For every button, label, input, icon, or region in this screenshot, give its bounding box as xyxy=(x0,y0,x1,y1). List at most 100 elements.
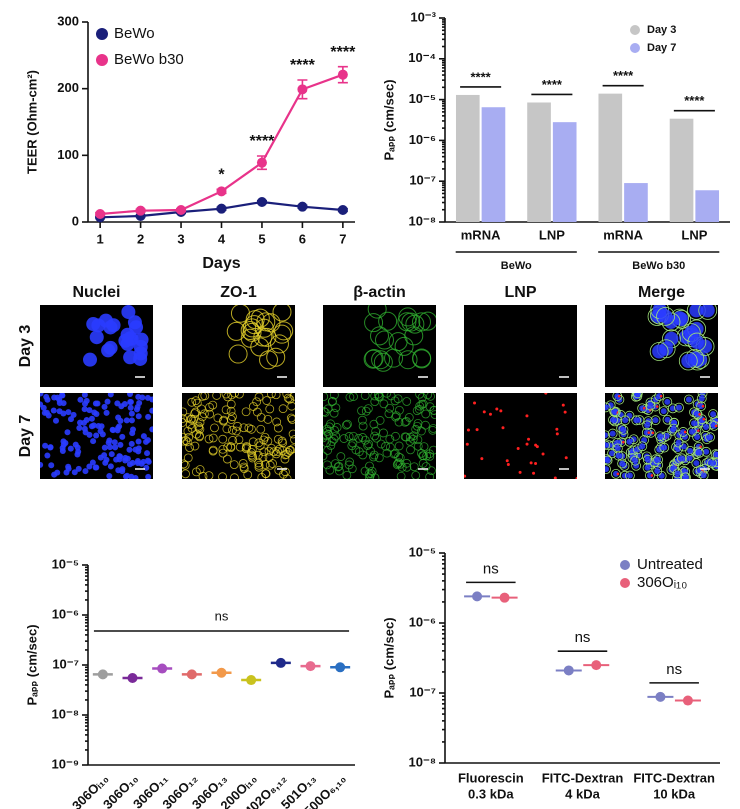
bar xyxy=(624,183,648,222)
nucleus xyxy=(671,465,678,472)
cell-outline xyxy=(269,334,289,354)
lnp-spot xyxy=(683,430,687,434)
nucleus xyxy=(54,394,61,401)
nucleus xyxy=(615,452,622,459)
column-label: Merge xyxy=(638,284,685,301)
cell-outline xyxy=(370,326,390,346)
cell-outline xyxy=(391,412,401,422)
lnp-spot xyxy=(555,432,559,436)
lnp-spot xyxy=(527,437,531,441)
significance: ns xyxy=(215,608,229,623)
cell-outline xyxy=(676,453,687,464)
cell-outline xyxy=(363,349,383,369)
micrograph-image xyxy=(464,305,577,387)
cell-outline xyxy=(182,437,192,447)
nucleus xyxy=(140,433,147,440)
cell-outline xyxy=(343,419,352,429)
nucleus xyxy=(609,430,616,437)
image-background xyxy=(464,305,577,387)
nucleus xyxy=(77,396,84,403)
cell-outline xyxy=(376,439,386,449)
cell-outline xyxy=(378,311,398,331)
cell-outline xyxy=(385,434,395,444)
cell-outline xyxy=(259,350,279,370)
cell-outline xyxy=(260,460,270,469)
cell-outline xyxy=(364,313,384,333)
cell-outline xyxy=(265,404,275,414)
cell-outline xyxy=(649,342,669,361)
cell-outline xyxy=(374,330,394,350)
cell-outline xyxy=(323,451,328,461)
nucleus xyxy=(711,422,718,429)
image-background xyxy=(464,393,577,479)
nucleus xyxy=(135,413,142,420)
nucleus xyxy=(149,407,153,414)
nucleus xyxy=(680,428,687,435)
cell-outline xyxy=(283,393,293,403)
significance: **** xyxy=(542,77,563,92)
nucleus xyxy=(656,393,663,400)
cell-outline xyxy=(384,348,404,368)
legend-marker xyxy=(96,28,108,40)
point xyxy=(337,205,348,215)
cell-outline xyxy=(223,393,233,402)
cell-outline xyxy=(631,415,642,426)
nucleus xyxy=(102,459,109,466)
x-tick-label: 3 xyxy=(177,231,184,246)
cell-outline xyxy=(261,313,281,333)
nucleus xyxy=(621,472,628,479)
x-tick-label: LNP xyxy=(681,227,707,242)
cell-outline xyxy=(242,318,262,338)
cell-outline xyxy=(642,454,653,465)
cell-outline xyxy=(223,442,233,452)
cell-outline xyxy=(653,454,663,465)
nucleus xyxy=(646,472,653,479)
nucleus xyxy=(714,451,718,458)
cell-outline xyxy=(218,448,228,458)
nucleus xyxy=(114,400,121,407)
cell-outline xyxy=(630,393,641,402)
cell-outline xyxy=(182,459,189,469)
lnp-spot xyxy=(499,409,503,413)
cell-outline xyxy=(371,350,391,370)
nucleus xyxy=(112,444,119,451)
nucleus xyxy=(56,408,63,415)
cell-outline xyxy=(278,404,288,414)
cell-outline xyxy=(182,407,188,417)
cell-outline xyxy=(354,447,364,457)
micrograph-image xyxy=(40,393,153,479)
cell-outline xyxy=(183,453,193,463)
nucleus xyxy=(92,464,99,471)
nucleus xyxy=(106,473,113,479)
nucleus xyxy=(605,466,610,473)
x-tick-label: Fluorescin xyxy=(458,770,524,785)
cell-outline xyxy=(182,469,190,479)
lnp-spot xyxy=(575,476,577,479)
column-label: ZO-1 xyxy=(220,284,257,301)
cell-outline xyxy=(364,439,374,449)
cell-outline xyxy=(369,450,379,460)
point xyxy=(176,205,187,215)
nucleus xyxy=(132,474,139,479)
cell-outline xyxy=(325,465,335,475)
nucleus xyxy=(67,416,74,423)
legend-label: BeWo xyxy=(114,25,155,42)
cell-outline xyxy=(191,407,200,417)
cell-outline xyxy=(331,459,340,468)
nucleus xyxy=(44,452,51,459)
nucleus xyxy=(664,416,671,423)
nucleus xyxy=(74,451,81,458)
cell-outline xyxy=(272,417,282,427)
nucleus xyxy=(106,318,121,333)
nucleus xyxy=(661,444,668,451)
y-tick-label: 10⁻⁶ xyxy=(52,606,79,621)
nucleus xyxy=(134,332,149,347)
cell-outline xyxy=(267,443,276,453)
x-tick-label: 4 kDa xyxy=(565,786,600,801)
cell-outline xyxy=(235,442,245,452)
cell-outline xyxy=(222,454,232,464)
lnp-spot xyxy=(488,412,492,416)
cell-outline xyxy=(632,393,643,402)
cell-outline xyxy=(332,423,342,432)
lnp-spot xyxy=(651,431,655,435)
